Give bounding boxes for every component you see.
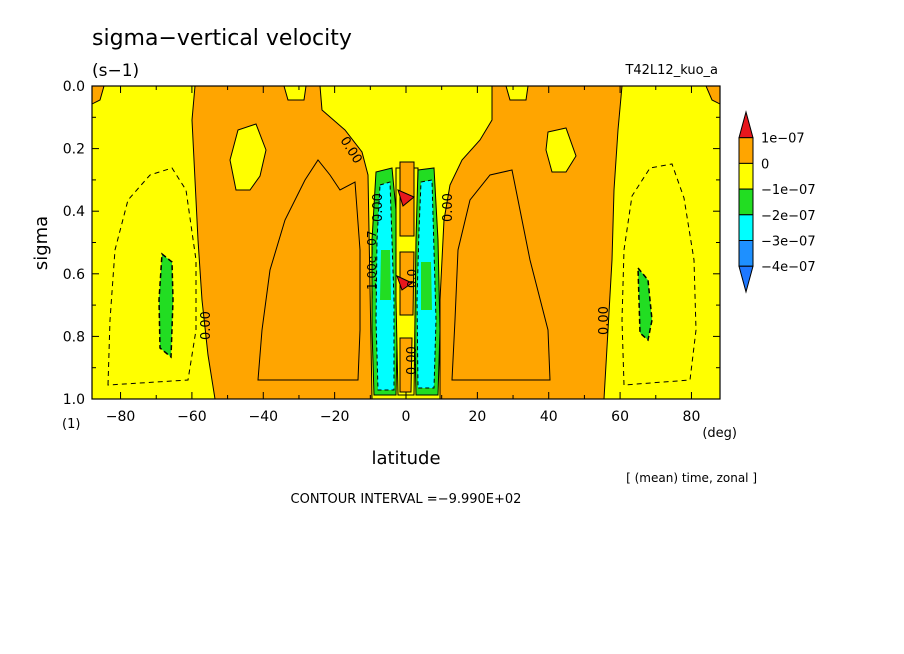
y-unit-label: (1) [62, 417, 80, 432]
x-tick-label: 0 [402, 409, 411, 425]
colorbar-cap-bottom [738, 265, 754, 294]
units-label: (s−1) [92, 61, 139, 81]
x-unit-label: (deg) [702, 426, 737, 441]
colorbar-label: −3e−07 [761, 235, 816, 250]
region-positive-far-right [705, 86, 720, 105]
y-tick-label: 0.0 [63, 79, 85, 95]
colorbar-segment [738, 162, 754, 190]
region-positive-left [191, 86, 373, 399]
contour-label: 0.00 [405, 346, 420, 375]
x-tick-label: 60 [611, 409, 629, 425]
colorbar-label: −2e−07 [761, 209, 816, 224]
x-tick-label: −20 [320, 409, 350, 425]
colorbar-label: 0 [761, 157, 769, 172]
x-axis-label: latitude [371, 448, 440, 469]
colorbar-label: 1e−07 [761, 132, 805, 147]
contour-label: 0.00 [597, 306, 612, 335]
contour-label: 0.00 [199, 311, 214, 340]
colorbar-segment [738, 188, 754, 216]
colorbar-label: −1e−07 [761, 183, 816, 198]
contour-label: 0.00 [441, 193, 456, 222]
y-axis: 0.0 0.2 0.4 0.6 0.8 1.0 [63, 79, 720, 408]
chart-title: sigma−vertical velocity [92, 26, 352, 51]
y-tick-label: 1.0 [63, 392, 85, 408]
colorbar-label: −4e−07 [761, 260, 816, 275]
contour-field [92, 86, 720, 399]
contour-label: −1.00e−07 [365, 231, 379, 300]
x-tick-label: −60 [177, 409, 207, 425]
x-axis: −80 −60 −40 −20 0 20 40 60 80 [106, 86, 701, 425]
region-yellow-top-left [283, 86, 307, 101]
colorbar-segment [738, 240, 754, 267]
dashed-contour-left [107, 167, 197, 386]
region-yellow-top-right [505, 86, 529, 101]
region-strong-positive-upper [397, 189, 415, 207]
inner-contour-right [451, 169, 551, 381]
region-positive-far-left [92, 86, 105, 105]
x-tick-label: 80 [683, 409, 701, 425]
y-tick-label: 0.4 [63, 204, 85, 220]
region-green-right-inner [421, 262, 432, 310]
dashed-contour-right [621, 163, 697, 386]
y-axis-label: sigma [31, 216, 52, 270]
region-yellow-island-right [545, 127, 577, 173]
y-tick-label: 0.8 [63, 329, 85, 345]
x-tick-label: −40 [248, 409, 278, 425]
contour-interval-text: CONTOUR INTERVAL =−9.990E+02 [291, 492, 522, 507]
contour-label: 0.00 [371, 193, 386, 222]
run-label: T42L12_kuo_a [624, 63, 718, 78]
x-tick-label: 20 [468, 409, 486, 425]
region-green-left-inner [380, 250, 391, 300]
colorbar: 1e−07 0 −1e−07 −2e−07 −3e−07 −4e−07 [738, 110, 816, 294]
averaging-note: [ (mean) time, zonal ] [626, 471, 757, 485]
region-green-left-pole [158, 252, 174, 359]
colorbar-cap-top [738, 110, 754, 139]
colorbar-segment [738, 214, 754, 242]
region-strong-positive-lower [396, 275, 413, 291]
y-tick-label: 0.2 [63, 142, 85, 158]
region-equator-positive-bottom [399, 337, 413, 393]
inner-contour-left [257, 159, 361, 381]
region-yellow-island-left [229, 123, 267, 191]
region-green-right-pole [637, 265, 653, 342]
x-tick-label: 40 [540, 409, 558, 425]
colorbar-segment [738, 137, 754, 164]
y-tick-label: 0.6 [63, 267, 85, 283]
region-positive-right [439, 86, 623, 399]
contour-label: 0.0 [405, 269, 419, 288]
x-tick-label: −80 [106, 409, 136, 425]
